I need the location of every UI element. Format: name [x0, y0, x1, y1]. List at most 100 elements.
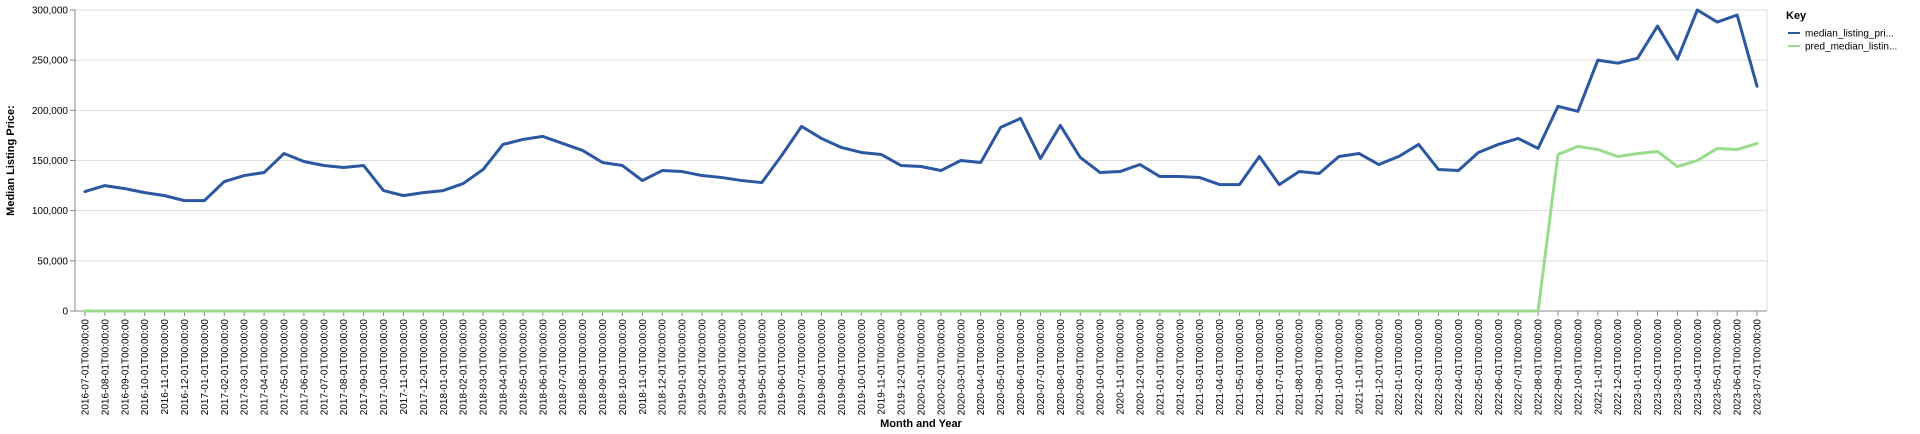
x-tick-label: 2020-03-01T00:00:00 — [956, 319, 967, 416]
x-tick-label: 2018-08-01T00:00:00 — [578, 319, 589, 416]
x-tick-label: 2021-12-01T00:00:00 — [1374, 319, 1385, 416]
x-tick-label: 2018-04-01T00:00:00 — [498, 319, 509, 416]
x-axis-ticks: 2016-07-01T00:00:00 2016-08-01T00:00:00 20… — [75, 310, 1767, 416]
x-tick-label: 2020-10-01T00:00:00 — [1096, 319, 1107, 416]
x-tick-label: 2018-03-01T00:00:00 — [479, 319, 490, 416]
x-tick-label: 2018-06-01T00:00:00 — [538, 319, 549, 416]
x-tick-label: 2021-03-01T00:00:00 — [1195, 319, 1206, 416]
x-tick-label: 2019-09-01T00:00:00 — [837, 319, 848, 416]
x-tick-label: 2018-09-01T00:00:00 — [598, 319, 609, 416]
x-tick-label: 2023-02-01T00:00:00 — [1653, 319, 1664, 416]
x-tick-label: 2022-12-01T00:00:00 — [1613, 319, 1624, 416]
legend-label: median_listing_pri... — [1805, 29, 1894, 40]
x-tick-label: 2021-10-01T00:00:00 — [1335, 319, 1346, 416]
x-tick-label: 2023-06-01T00:00:00 — [1733, 319, 1744, 416]
legend-title: Key — [1786, 10, 1807, 22]
x-tick-label: 2016-07-01T00:00:00 — [80, 319, 91, 416]
x-tick-label: 2019-04-01T00:00:00 — [737, 319, 748, 416]
x-tick-label: 2021-01-01T00:00:00 — [1155, 319, 1166, 416]
x-tick-label: 2023-07-01T00:00:00 — [1753, 319, 1764, 416]
x-tick-label: 2017-12-01T00:00:00 — [419, 319, 430, 416]
x-tick-label: 2017-11-01T00:00:00 — [399, 319, 410, 415]
x-tick-label: 2021-09-01T00:00:00 — [1315, 319, 1326, 416]
series-line — [83, 8, 1759, 203]
x-tick-label: 2017-06-01T00:00:00 — [299, 319, 310, 416]
x-tick-label: 2017-04-01T00:00:00 — [260, 319, 271, 416]
x-tick-label: 2018-12-01T00:00:00 — [658, 319, 669, 416]
y-tick-label: 200,000 — [32, 106, 69, 117]
y-axis-ticks: 0 50,000 100,000 150,000 200,000 250,000 300,0… — [32, 6, 76, 318]
x-tick-label: 2019-03-01T00:00:00 — [717, 319, 728, 416]
x-tick-label: 2020-12-01T00:00:00 — [1135, 319, 1146, 416]
x-tick-label: 2017-07-01T00:00:00 — [319, 319, 330, 416]
x-tick-label: 2016-10-01T00:00:00 — [140, 319, 151, 416]
x-tick-label: 2021-11-01T00:00:00 — [1354, 319, 1365, 415]
series-lines — [83, 8, 1759, 313]
y-tick-label: 150,000 — [32, 156, 69, 167]
x-tick-label: 2019-08-01T00:00:00 — [817, 319, 828, 416]
x-tick-label: 2018-10-01T00:00:00 — [618, 319, 629, 416]
x-tick-label: 2022-05-01T00:00:00 — [1474, 319, 1485, 416]
y-tick-label: 100,000 — [32, 206, 69, 217]
x-tick-label: 2018-07-01T00:00:00 — [558, 319, 569, 416]
x-tick-label: 2022-02-01T00:00:00 — [1414, 319, 1425, 416]
x-tick-label: 2016-12-01T00:00:00 — [180, 319, 191, 416]
x-tick-label: 2020-11-01T00:00:00 — [1116, 319, 1127, 415]
y-axis-title: Median Listing Price: — [5, 105, 17, 216]
x-tick-label: 2020-02-01T00:00:00 — [936, 319, 947, 416]
gridlines — [74, 9, 1768, 312]
x-tick-label: 2017-08-01T00:00:00 — [339, 319, 350, 416]
x-tick-label: 2021-04-01T00:00:00 — [1215, 319, 1226, 416]
x-tick-label: 2019-11-01T00:00:00 — [877, 319, 888, 415]
x-tick-label: 2023-01-01T00:00:00 — [1633, 319, 1644, 416]
series-line — [83, 141, 1759, 313]
x-tick-label: 2017-03-01T00:00:00 — [240, 319, 251, 416]
x-tick-label: 2022-03-01T00:00:00 — [1434, 319, 1445, 416]
x-tick-label: 2023-05-01T00:00:00 — [1713, 319, 1724, 416]
x-tick-label: 2021-08-01T00:00:00 — [1295, 319, 1306, 416]
x-tick-label: 2020-04-01T00:00:00 — [976, 319, 987, 416]
x-tick-label: 2017-02-01T00:00:00 — [220, 319, 231, 416]
x-tick-label: 2019-07-01T00:00:00 — [797, 319, 808, 416]
x-tick-label: 2018-01-01T00:00:00 — [439, 319, 450, 416]
x-tick-label: 2022-08-01T00:00:00 — [1534, 319, 1545, 416]
y-tick-label: 300,000 — [32, 6, 69, 17]
legend-label: pred_median_listin... — [1805, 42, 1897, 53]
x-tick-label: 2017-10-01T00:00:00 — [379, 319, 390, 416]
x-tick-label: 2017-09-01T00:00:00 — [359, 319, 370, 416]
x-tick-label: 2022-07-01T00:00:00 — [1514, 319, 1525, 416]
x-tick-label: 2016-08-01T00:00:00 — [100, 319, 111, 416]
legend: Key median_listing_pri... pred_median_lis… — [1786, 10, 1897, 53]
x-tick-label: 2021-06-01T00:00:00 — [1255, 319, 1266, 416]
x-tick-label: 2018-02-01T00:00:00 — [459, 319, 470, 416]
x-tick-label: 2020-07-01T00:00:00 — [1036, 319, 1047, 416]
x-tick-label: 2020-08-01T00:00:00 — [1056, 319, 1067, 416]
x-tick-label: 2022-06-01T00:00:00 — [1494, 319, 1505, 416]
x-tick-label: 2023-04-01T00:00:00 — [1693, 319, 1704, 416]
x-tick-label: 2022-10-01T00:00:00 — [1573, 319, 1584, 416]
x-tick-label: 2016-09-01T00:00:00 — [120, 319, 131, 416]
x-tick-label: 2022-01-01T00:00:00 — [1394, 319, 1405, 416]
x-tick-label: 2023-03-01T00:00:00 — [1673, 319, 1684, 416]
x-tick-label: 2022-04-01T00:00:00 — [1454, 319, 1465, 416]
x-tick-label: 2022-11-01T00:00:00 — [1593, 319, 1604, 415]
x-tick-label: 2022-09-01T00:00:00 — [1553, 319, 1564, 416]
x-tick-label: 2019-10-01T00:00:00 — [857, 319, 868, 416]
x-axis-title: Month and Year — [880, 418, 962, 430]
y-tick-label: 0 — [62, 307, 68, 318]
x-tick-label: 2020-06-01T00:00:00 — [1016, 319, 1027, 416]
x-tick-label: 2021-05-01T00:00:00 — [1235, 319, 1246, 416]
x-tick-label: 2020-01-01T00:00:00 — [917, 319, 928, 416]
y-tick-label: 50,000 — [37, 256, 68, 267]
x-tick-label: 2018-05-01T00:00:00 — [518, 319, 529, 416]
x-tick-label: 2019-01-01T00:00:00 — [678, 319, 689, 416]
legend-items: median_listing_pri... pred_median_listin.… — [1788, 29, 1897, 53]
x-tick-label: 2020-09-01T00:00:00 — [1076, 319, 1087, 416]
x-tick-label: 2016-11-01T00:00:00 — [160, 319, 171, 415]
x-tick-label: 2019-02-01T00:00:00 — [698, 319, 709, 416]
x-tick-label: 2018-11-01T00:00:00 — [638, 319, 649, 415]
x-tick-label: 2019-05-01T00:00:00 — [757, 319, 768, 416]
x-tick-label: 2017-05-01T00:00:00 — [280, 319, 291, 416]
x-tick-label: 2020-05-01T00:00:00 — [996, 319, 1007, 416]
